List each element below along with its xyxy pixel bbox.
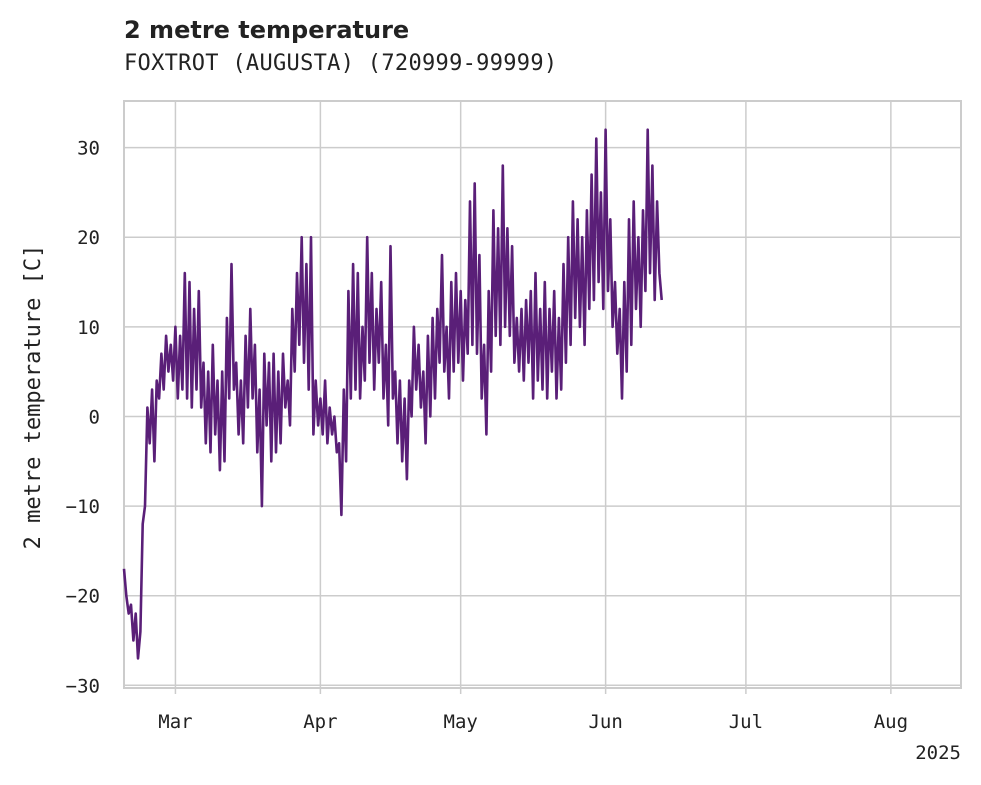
chart-title: 2 metre temperature [124, 16, 410, 44]
x-tick-label: Jul [729, 711, 763, 733]
x-tick-label: Apr [303, 711, 337, 733]
year-label: 2025 [915, 742, 961, 764]
y-axis-label: 2 metre temperature [C] [21, 245, 46, 550]
grid [124, 101, 961, 694]
x-tick-label: May [444, 711, 478, 733]
x-tick-label: Aug [874, 711, 908, 733]
y-tick-labels: 30 20 10 0 −10 −20 −30 [66, 138, 100, 698]
plot-frame [123, 100, 962, 689]
series-group [122, 128, 663, 660]
x-tick-label: Mar [158, 711, 192, 733]
y-tick-label: 10 [77, 317, 100, 339]
y-tick-label: 30 [77, 138, 100, 160]
temperature-series-line [122, 128, 663, 660]
x-tick-label: Jun [588, 711, 622, 733]
y-tick-label: −10 [66, 496, 100, 518]
x-tick-labels: Mar Apr May Jun Jul Aug [158, 711, 908, 733]
y-tick-label: −20 [66, 586, 100, 608]
y-tick-label: −30 [66, 675, 100, 697]
y-tick-label: 20 [77, 227, 100, 249]
y-tick-label: 0 [89, 406, 100, 428]
chart-subtitle: FOXTROT (AUGUSTA) (720999-99999) [124, 51, 558, 76]
